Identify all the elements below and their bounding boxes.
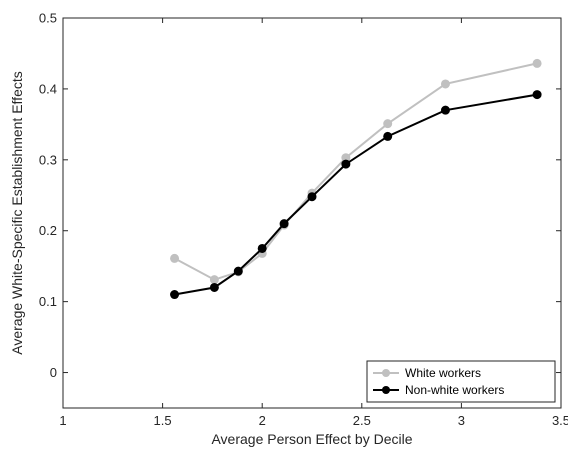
data-point: [233, 266, 243, 276]
data-point: [440, 105, 450, 115]
data-point: [279, 219, 289, 229]
legend-label: White workers: [405, 366, 481, 380]
y-tick-label: 0.4: [39, 81, 57, 96]
y-tick-label: 0.1: [39, 294, 57, 309]
x-tick-label: 1: [59, 413, 66, 428]
data-point: [532, 58, 542, 68]
data-point: [307, 192, 317, 202]
x-tick-label: 2.5: [353, 413, 371, 428]
axis-ticks: 1 1.5 2 2.5 3 3.5 0 0.1 0.2 0.3 0.4 0.5: [39, 11, 568, 429]
x-tick-label: 3.5: [552, 413, 568, 428]
data-point: [532, 90, 542, 100]
data-point: [170, 290, 180, 300]
legend-box: [366, 360, 556, 403]
data-point: [341, 159, 351, 169]
data-point: [209, 282, 219, 292]
legend-marker: [382, 386, 390, 394]
legend-entry: Non-white workers: [373, 383, 504, 397]
series-layer: [170, 58, 542, 300]
data-point: [383, 119, 393, 129]
plot-area: [62, 17, 562, 409]
y-tick-label: 0.3: [39, 152, 57, 167]
data-point: [257, 243, 267, 253]
y-axis-label: Average White-Specific Establishment Eff…: [9, 71, 25, 355]
legend-entry: White workers: [373, 366, 481, 380]
legend: White workers Non-white workers: [366, 360, 556, 403]
data-point: [209, 275, 219, 285]
x-tick-label: 2: [259, 413, 266, 428]
x-axis-label: Average Person Effect by Decile: [211, 431, 412, 447]
x-tick-label: 3: [458, 413, 465, 428]
series-1: [170, 90, 542, 300]
series-line: [174, 93, 538, 296]
data-point: [170, 253, 180, 263]
x-tick-label: 1.5: [154, 413, 172, 428]
legend-marker: [382, 369, 390, 377]
data-point: [440, 79, 450, 89]
legend-label: Non-white workers: [405, 383, 504, 397]
y-tick-label: 0.5: [39, 11, 57, 26]
y-tick-label: 0.2: [39, 223, 57, 238]
y-tick-label: 0: [50, 365, 57, 380]
data-point: [383, 131, 393, 141]
